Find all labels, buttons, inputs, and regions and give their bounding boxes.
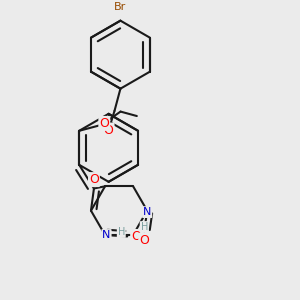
Text: H: H	[118, 227, 125, 237]
Text: O: O	[89, 173, 99, 186]
Text: Br: Br	[114, 2, 127, 12]
Text: N: N	[143, 207, 152, 217]
Text: H: H	[140, 222, 148, 232]
Text: O: O	[99, 117, 109, 130]
Text: O: O	[104, 124, 113, 136]
Text: O: O	[131, 230, 141, 243]
Text: N: N	[102, 230, 111, 240]
Text: O: O	[139, 234, 149, 247]
